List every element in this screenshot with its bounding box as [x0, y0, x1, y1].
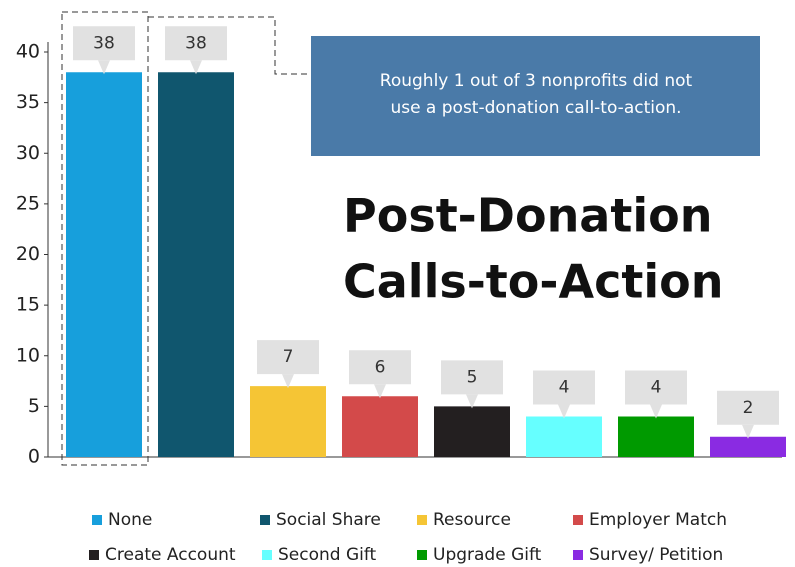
- y-tick-label: 5: [28, 395, 40, 417]
- legend-swatch: [573, 515, 583, 525]
- legend-swatch: [92, 515, 102, 525]
- highlight-frame: [61, 11, 149, 466]
- bar: [250, 386, 326, 457]
- bar: [710, 436, 786, 457]
- legend-swatch: [573, 550, 583, 560]
- legend-swatch: [89, 550, 99, 560]
- value-label: 2: [743, 398, 754, 418]
- annotation-line: Roughly 1 out of 3 nonprofits did not: [380, 71, 693, 91]
- bar: [618, 416, 694, 457]
- value-label-box: [441, 360, 503, 395]
- y-tick-label: 40: [16, 41, 40, 63]
- y-tick-label: 30: [16, 142, 40, 164]
- value-label-pointer: [190, 60, 202, 75]
- legend-label: Create Account: [105, 545, 236, 565]
- value-label-box: [625, 370, 687, 405]
- value-label-pointer: [558, 404, 570, 419]
- y-tick-label: 0: [28, 446, 40, 468]
- y-tick-label: 35: [16, 91, 40, 113]
- connector: [148, 16, 311, 75]
- value-label-box: [73, 26, 135, 61]
- value-label-pointer: [742, 424, 754, 439]
- bar: [526, 416, 602, 457]
- y-tick-label: 10: [16, 344, 40, 366]
- bar: [434, 406, 510, 457]
- annotation-line: use a post-donation call-to-action.: [390, 98, 681, 118]
- value-label-box: [349, 350, 411, 385]
- legend-swatch: [417, 550, 427, 560]
- legend-label: None: [108, 510, 152, 530]
- value-label-pointer: [466, 394, 478, 409]
- legend-label: Employer Match: [589, 510, 727, 530]
- value-label-pointer: [374, 384, 386, 399]
- value-label: 6: [375, 357, 386, 377]
- legend-label: Second Gift: [278, 545, 377, 565]
- legend-swatch: [262, 550, 272, 560]
- value-label-box: [717, 390, 779, 425]
- y-tick-label: 20: [16, 243, 40, 265]
- legend-label: Resource: [433, 510, 511, 530]
- legend-label: Upgrade Gift: [433, 545, 542, 565]
- bar: [158, 72, 234, 457]
- legend-label: Survey/ Petition: [589, 545, 723, 565]
- value-label: 4: [651, 378, 662, 398]
- legend-swatch: [417, 515, 427, 525]
- value-label: 38: [185, 33, 207, 53]
- value-label-box: [165, 26, 227, 61]
- value-label-pointer: [282, 374, 294, 389]
- value-label-box: [257, 340, 319, 375]
- y-tick-label: 15: [16, 294, 40, 316]
- bar: [342, 396, 418, 457]
- value-label-pointer: [650, 404, 662, 419]
- value-label-pointer: [98, 60, 110, 75]
- value-label-box: [533, 370, 595, 405]
- bar: [66, 72, 142, 457]
- y-tick-label: 25: [16, 192, 40, 214]
- legend-label: Social Share: [276, 510, 381, 530]
- value-label: 5: [467, 367, 478, 387]
- value-label: 7: [283, 347, 294, 367]
- value-label: 38: [93, 33, 115, 53]
- chart-title: Post-Donation: [343, 189, 712, 243]
- annotation-box: [311, 36, 760, 156]
- value-label: 4: [559, 378, 570, 398]
- legend-swatch: [260, 515, 270, 525]
- chart-title: Calls-to-Action: [343, 255, 723, 309]
